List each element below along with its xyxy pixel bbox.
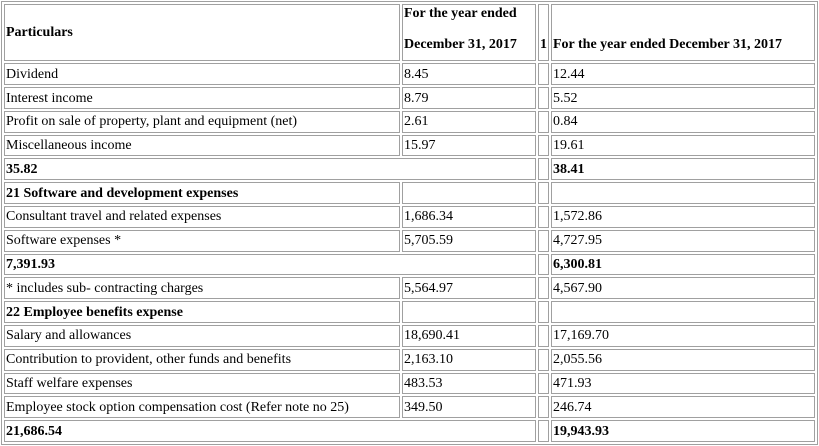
row-label: Consultant travel and related expenses xyxy=(4,206,400,228)
table-row: * includes sub- contracting charges 5,564… xyxy=(4,277,815,300)
total-value-prior: 6,300.81 xyxy=(551,253,815,276)
value-prior-year: 4,727.95 xyxy=(551,229,815,252)
value-current-year: 2,163.10 xyxy=(402,348,536,371)
year-2017-header-line1: For the year ended xyxy=(404,6,517,21)
spacer-cell xyxy=(538,63,549,86)
section-heading: 21 Software and development expenses xyxy=(4,182,400,205)
total-value-current: 7,391.93 xyxy=(4,253,536,276)
value-current-year: 8.79 xyxy=(402,87,536,109)
value-current-year: 15.97 xyxy=(402,134,536,157)
table-row: Employee stock option compensation cost … xyxy=(4,396,815,419)
spacer-cell xyxy=(538,372,549,395)
section-heading: 22 Employee benefits expense xyxy=(4,301,400,323)
value-current-year: 1,686.34 xyxy=(402,206,536,228)
total-row: 7,391.93 6,300.81 xyxy=(4,253,815,276)
table-row: Staff welfare expenses 483.53 471.93 xyxy=(4,372,815,395)
spacer-cell xyxy=(538,229,549,252)
value-current-year: 5,705.59 xyxy=(402,229,536,252)
spacer-cell xyxy=(538,134,549,157)
spacer-cell xyxy=(538,420,549,442)
section-heading-row: 22 Employee benefits expense xyxy=(4,301,815,323)
year-2017-header-line2: December 31, 2017 xyxy=(404,37,517,52)
row-label: Profit on sale of property, plant and eq… xyxy=(4,110,400,133)
spacer-cell xyxy=(538,110,549,133)
table-row: Miscellaneous income 15.97 19.61 xyxy=(4,134,815,157)
spacer-cell xyxy=(538,277,549,300)
spacer-cell xyxy=(538,182,549,205)
value-current-year: 8.45 xyxy=(402,63,536,86)
value-prior-year: 1,572.86 xyxy=(551,206,815,228)
spacer-cell xyxy=(538,301,549,323)
value-prior-year: 246.74 xyxy=(551,396,815,419)
total-value-current: 21,686.54 xyxy=(4,420,536,442)
spacer-cell xyxy=(538,87,549,109)
value-prior-year: 2,055.56 xyxy=(551,348,815,371)
row-label: Software expenses * xyxy=(4,229,400,252)
value-current-year: 483.53 xyxy=(402,372,536,395)
spacer-cell xyxy=(538,158,549,181)
row-label: Dividend xyxy=(4,63,400,86)
table-row: Contribution to provident, other funds a… xyxy=(4,348,815,371)
total-value-prior: 19,943.93 xyxy=(551,420,815,442)
table-row: Profit on sale of property, plant and eq… xyxy=(4,110,815,133)
value-current-year: 5,564.97 xyxy=(402,277,536,300)
year-2017-header: For the year ended December 31, 2017 xyxy=(402,4,536,62)
table-row: Salary and allowances 18,690.41 17,169.70 xyxy=(4,324,815,347)
value-current-year: 2.61 xyxy=(402,110,536,133)
spacer-cell xyxy=(538,348,549,371)
section-heading-row: 21 Software and development expenses xyxy=(4,182,815,205)
value-prior-year xyxy=(551,301,815,323)
value-prior-year: 12.44 xyxy=(551,63,815,86)
particulars-header: Particulars xyxy=(4,4,400,62)
table-row: Consultant travel and related expenses 1,… xyxy=(4,206,815,228)
spacer-cell xyxy=(538,396,549,419)
value-current-year xyxy=(402,182,536,205)
value-current-year: 18,690.41 xyxy=(402,324,536,347)
note-marker: 1 xyxy=(540,37,547,52)
prior-year-header-text: For the year ended December 31, 2017 xyxy=(553,37,783,52)
value-current-year: 349.50 xyxy=(402,396,536,419)
table-row: Dividend 8.45 12.44 xyxy=(4,63,815,86)
header-row: Particulars For the year ended December … xyxy=(4,4,815,62)
value-prior-year: 5.52 xyxy=(551,87,815,109)
total-value-current: 35.82 xyxy=(4,158,536,181)
note-marker-cell: 1 xyxy=(538,4,549,62)
value-prior-year: 0.84 xyxy=(551,110,815,133)
prior-year-header: For the year ended December 31, 2017 xyxy=(551,4,815,62)
row-label: * includes sub- contracting charges xyxy=(4,277,400,300)
total-row: 21,686.54 19,943.93 xyxy=(4,420,815,442)
total-value-prior: 38.41 xyxy=(551,158,815,181)
spacer-cell xyxy=(538,324,549,347)
row-label: Miscellaneous income xyxy=(4,134,400,157)
value-prior-year: 471.93 xyxy=(551,372,815,395)
total-row: 35.82 38.41 xyxy=(4,158,815,181)
value-prior-year: 17,169.70 xyxy=(551,324,815,347)
value-prior-year: 19.61 xyxy=(551,134,815,157)
table-row: Software expenses * 5,705.59 4,727.95 xyxy=(4,229,815,252)
row-label: Interest income xyxy=(4,87,400,109)
value-current-year xyxy=(402,301,536,323)
row-label: Contribution to provident, other funds a… xyxy=(4,348,400,371)
value-prior-year: 4,567.90 xyxy=(551,277,815,300)
row-label: Salary and allowances xyxy=(4,324,400,347)
spacer-cell xyxy=(538,206,549,228)
table-row: Interest income 8.79 5.52 xyxy=(4,87,815,109)
row-label: Staff welfare expenses xyxy=(4,372,400,395)
value-prior-year xyxy=(551,182,815,205)
spacer-cell xyxy=(538,253,549,276)
row-label: Employee stock option compensation cost … xyxy=(4,396,400,419)
